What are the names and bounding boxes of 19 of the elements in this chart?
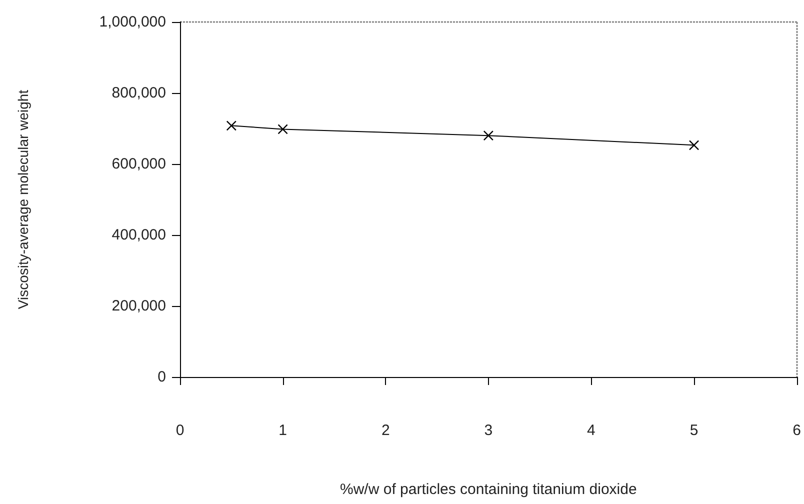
y-tick-label: 1,000,000 — [99, 14, 166, 30]
x-tick-label: 2 — [381, 422, 390, 439]
x-axis-title: %w/w of particles containing titanium dioxide — [340, 481, 637, 498]
x-tick-label: 3 — [484, 422, 493, 439]
y-tick-label: 200,000 — [112, 298, 166, 314]
x-tick-label: 4 — [587, 422, 596, 439]
point — [483, 130, 494, 141]
point — [226, 120, 236, 131]
y-tick-label: 600,000 — [112, 156, 166, 172]
x-tick-label: 0 — [176, 422, 184, 439]
point — [688, 140, 700, 150]
y-axis-title: Viscosity-average molecular weight — [15, 90, 31, 310]
x-tick-label: 5 — [690, 422, 698, 439]
point — [278, 124, 288, 134]
y-tick-label: 0 — [158, 368, 166, 386]
y-tick-label: 800,000 — [112, 84, 166, 102]
y-tick-label: 400,000 — [112, 226, 166, 244]
x-tick-label: 6 — [792, 422, 801, 439]
x-tick-label: 1 — [278, 422, 287, 439]
